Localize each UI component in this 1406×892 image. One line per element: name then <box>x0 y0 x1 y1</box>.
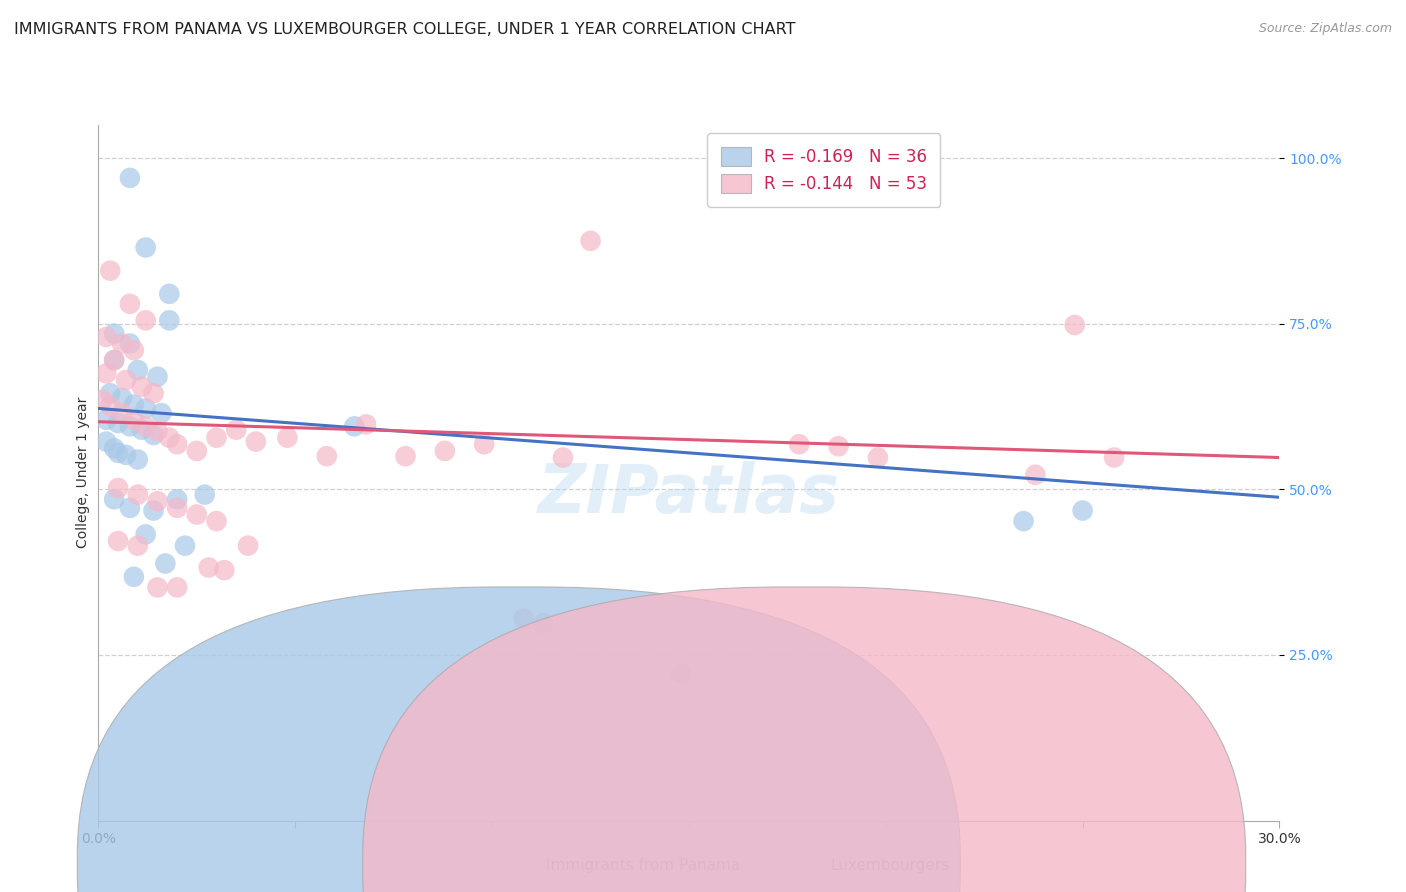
Point <box>127 452 149 467</box>
Point <box>166 581 188 595</box>
Point <box>142 386 165 401</box>
Point <box>472 437 495 451</box>
Point <box>1102 450 1125 465</box>
Point <box>245 434 267 449</box>
Point <box>127 488 149 502</box>
Point <box>194 488 217 502</box>
Point <box>174 539 197 553</box>
Point <box>146 494 169 508</box>
Point <box>118 336 141 351</box>
Point <box>166 492 188 507</box>
Point <box>103 326 125 341</box>
Point <box>1071 503 1094 517</box>
Point <box>1012 514 1035 528</box>
Point <box>118 170 141 185</box>
Point <box>103 442 125 456</box>
Point <box>135 527 157 541</box>
Point <box>433 443 456 458</box>
Point <box>1063 318 1085 332</box>
Point <box>135 240 157 254</box>
Y-axis label: College, Under 1 year: College, Under 1 year <box>76 397 90 549</box>
Point <box>127 539 149 553</box>
Point <box>127 363 149 377</box>
Text: Luxembourgers: Luxembourgers <box>831 858 950 872</box>
Point <box>579 234 602 248</box>
Point <box>787 437 810 451</box>
Text: IMMIGRANTS FROM PANAMA VS LUXEMBOURGER COLLEGE, UNDER 1 YEAR CORRELATION CHART: IMMIGRANTS FROM PANAMA VS LUXEMBOURGER C… <box>14 22 796 37</box>
Point <box>1024 467 1046 482</box>
Point <box>111 406 134 420</box>
Point <box>131 379 153 393</box>
Point <box>146 369 169 384</box>
Point <box>122 397 145 411</box>
Point <box>166 437 188 451</box>
Point <box>107 446 129 460</box>
Point <box>531 616 554 631</box>
Point <box>551 450 574 465</box>
Point <box>866 450 889 465</box>
Point <box>205 514 228 528</box>
Point <box>225 423 247 437</box>
Point <box>669 666 692 681</box>
Point <box>197 560 219 574</box>
Point <box>107 481 129 495</box>
Text: Source: ZipAtlas.com: Source: ZipAtlas.com <box>1258 22 1392 36</box>
Point <box>131 423 153 437</box>
Point <box>122 413 145 427</box>
Point <box>142 503 165 517</box>
Point <box>150 406 173 420</box>
Point <box>214 563 236 577</box>
Point <box>343 419 366 434</box>
Point <box>157 286 180 301</box>
Point <box>512 611 534 625</box>
Point <box>103 492 125 507</box>
Point <box>157 313 180 327</box>
Point <box>354 417 377 432</box>
Point <box>236 539 259 553</box>
Point <box>186 508 208 522</box>
Point <box>394 449 416 463</box>
Point <box>115 373 138 387</box>
Point <box>98 400 121 414</box>
Point <box>98 263 121 277</box>
Point <box>142 428 165 442</box>
Point <box>276 431 298 445</box>
Point <box>98 386 121 401</box>
Point <box>157 431 180 445</box>
Point <box>96 367 118 381</box>
Point <box>111 391 134 405</box>
Point <box>146 581 169 595</box>
Point <box>96 413 118 427</box>
Point <box>91 392 114 407</box>
Point <box>166 500 188 515</box>
Point <box>135 401 157 416</box>
Point <box>107 534 129 549</box>
Point <box>186 443 208 458</box>
Point <box>96 434 118 449</box>
Point <box>135 419 157 434</box>
Point <box>103 353 125 368</box>
Point <box>122 570 145 584</box>
Point <box>315 449 337 463</box>
Point <box>122 343 145 358</box>
Point <box>118 500 141 515</box>
Text: Immigrants from Panama: Immigrants from Panama <box>546 858 740 872</box>
Point <box>135 313 157 327</box>
Point <box>146 424 169 438</box>
Point <box>111 336 134 351</box>
Point <box>118 297 141 311</box>
Text: ZIPatlas: ZIPatlas <box>538 460 839 526</box>
Point <box>96 330 118 344</box>
Point <box>103 353 125 368</box>
Legend: R = -0.169   N = 36, R = -0.144   N = 53: R = -0.169 N = 36, R = -0.144 N = 53 <box>707 133 941 207</box>
Point <box>827 439 849 453</box>
Point <box>115 448 138 462</box>
Point <box>107 416 129 430</box>
Point <box>155 557 177 571</box>
Point <box>205 431 228 445</box>
Point <box>118 419 141 434</box>
